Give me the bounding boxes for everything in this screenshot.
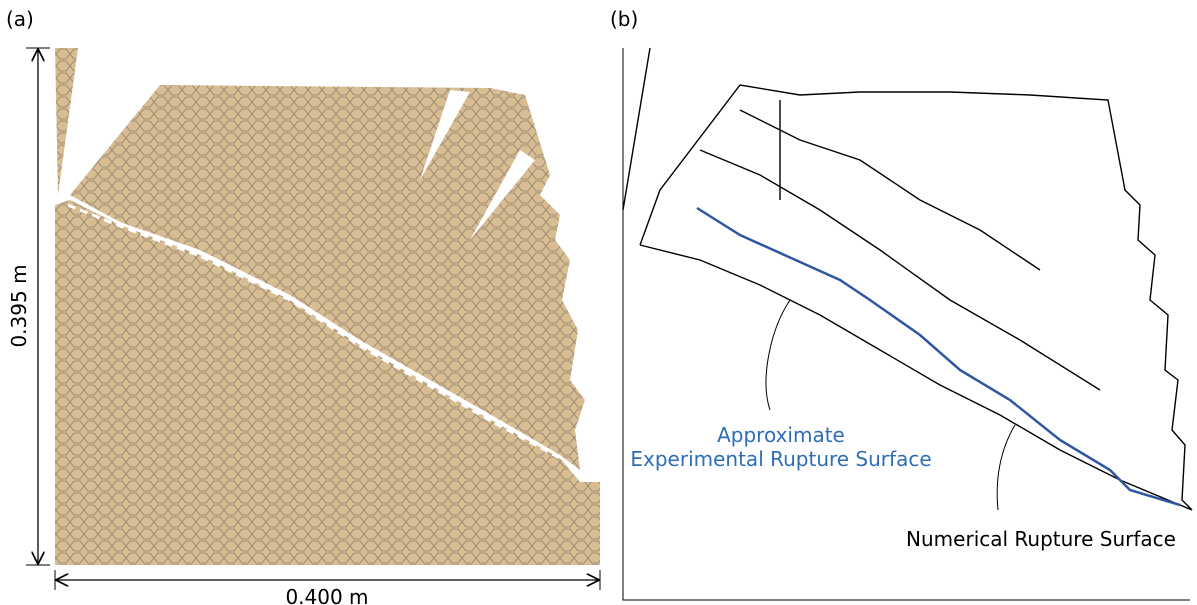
crack-outline	[623, 48, 1192, 510]
panel-label: (b)	[610, 7, 638, 31]
annotation: Approximate	[717, 423, 845, 447]
leader-line	[997, 425, 1015, 510]
height-label: 0.395 m	[7, 264, 31, 347]
annotation: Numerical Rupture Surface	[906, 527, 1176, 551]
panel-frame	[623, 48, 1190, 600]
annotation: Experimental Rupture Surface	[630, 447, 931, 471]
particle-model	[55, 48, 600, 565]
panel-label: (a)	[6, 7, 34, 31]
figure: (a) 0.395 m 0.400 m (b) Approximate Expe…	[0, 0, 1197, 605]
leader-line	[766, 300, 790, 410]
width-label: 0.400 m	[285, 585, 368, 605]
